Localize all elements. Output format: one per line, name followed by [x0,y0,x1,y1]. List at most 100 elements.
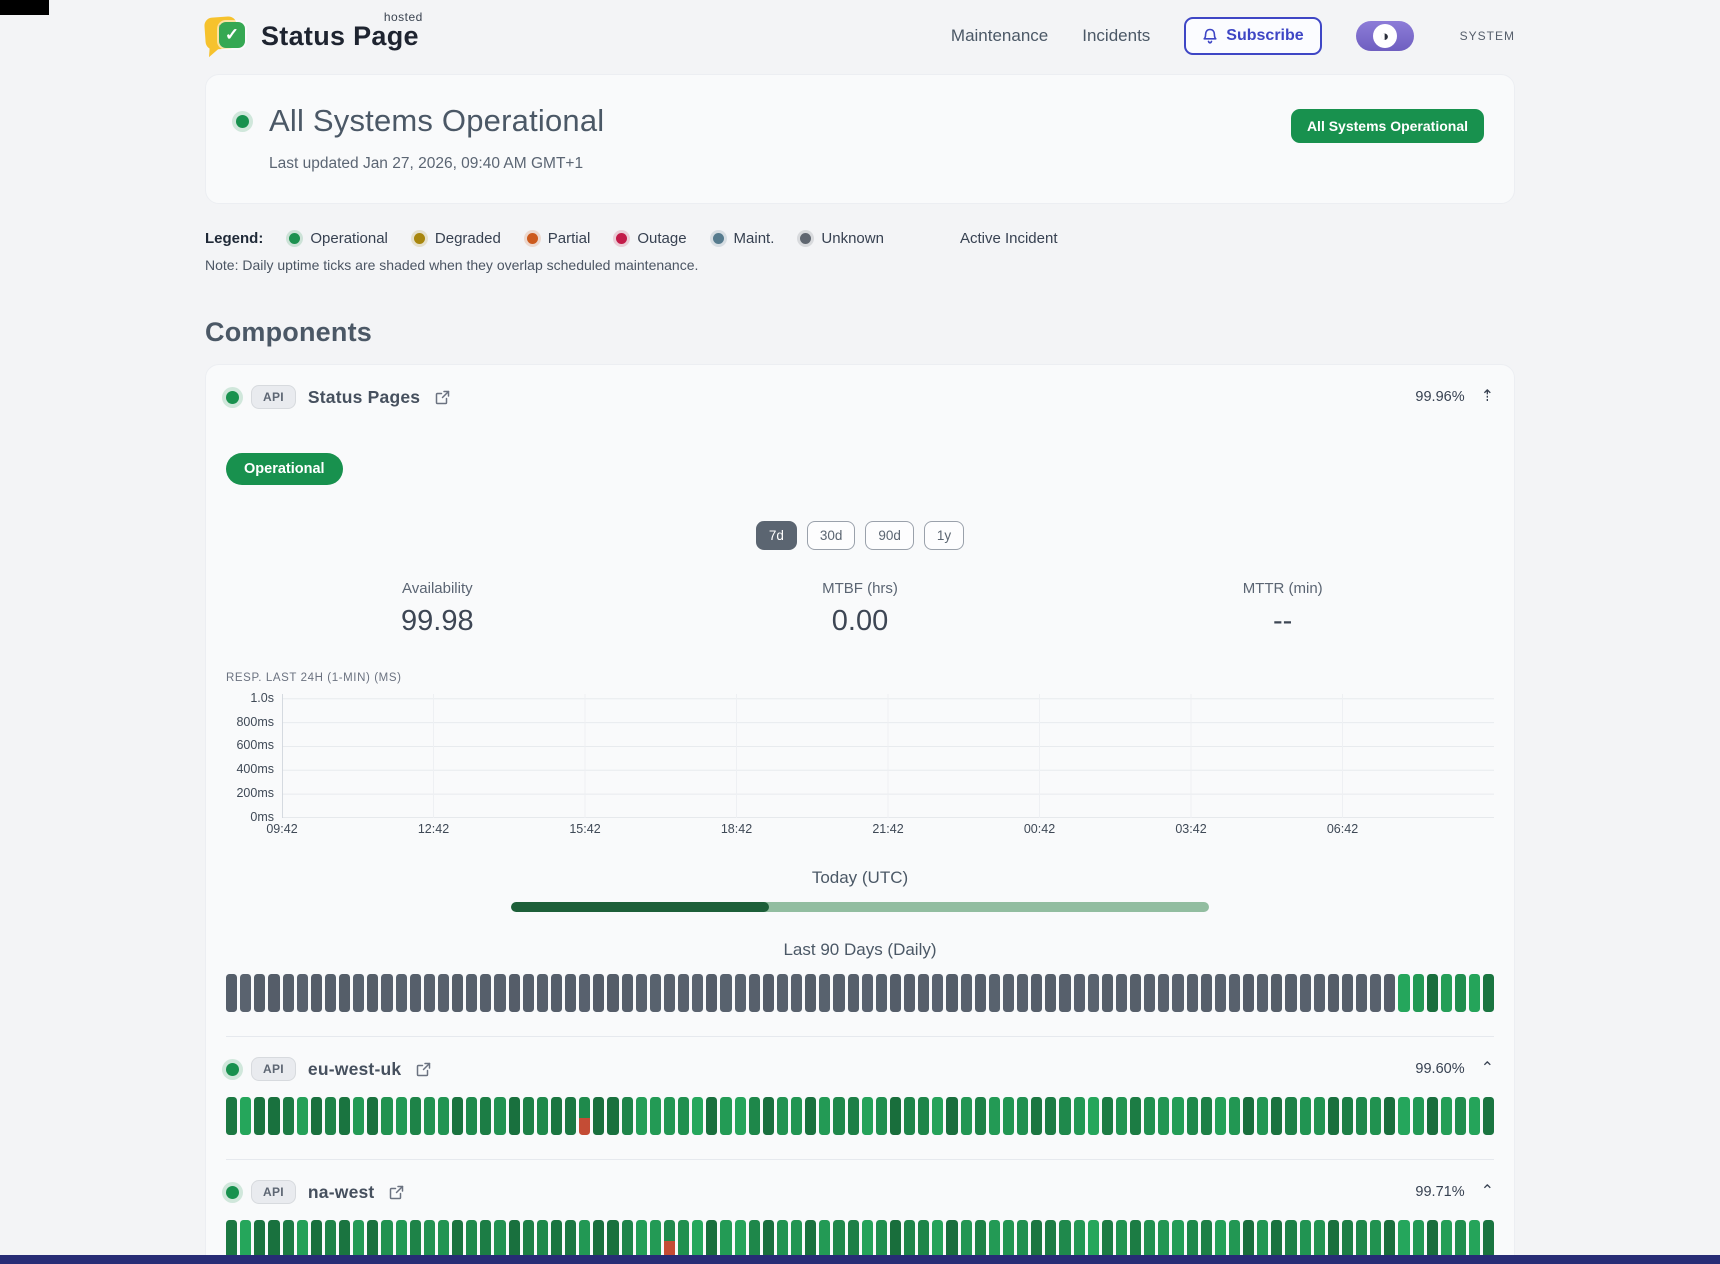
range-button-30d[interactable]: 30d [806,521,856,550]
uptime-tick-unknown[interactable] [621,974,633,1012]
uptime-tick-operational[interactable] [452,1097,464,1135]
uptime-tick-operational[interactable] [1412,1097,1424,1135]
uptime-tick-unknown[interactable] [381,974,393,1012]
uptime-tick-operational[interactable] [1130,1097,1142,1135]
uptime-tick-operational[interactable] [748,1097,760,1135]
uptime-tick-unknown[interactable] [988,974,1000,1012]
uptime-tick-unknown[interactable] [1243,974,1255,1012]
uptime-tick-operational[interactable] [494,1220,506,1258]
uptime-tick-operational[interactable] [1214,1220,1226,1258]
uptime-tick-unknown[interactable] [861,974,873,1012]
uptime-tick-operational[interactable] [466,1097,478,1135]
uptime-tick-operational[interactable] [776,1097,788,1135]
uptime-tick-unknown[interactable] [678,974,690,1012]
uptime-tick-unknown[interactable] [819,974,831,1012]
uptime-tick-unknown[interactable] [480,974,492,1012]
uptime-tick-operational[interactable] [1031,1097,1043,1135]
uptime-tick-operational[interactable] [1356,1097,1368,1135]
uptime-tick-operational[interactable] [1454,1097,1466,1135]
uptime-tick-operational[interactable] [649,1220,661,1258]
uptime-tick-unknown[interactable] [918,974,930,1012]
uptime-tick-operational[interactable] [240,1220,252,1258]
uptime-tick-operational[interactable] [1313,1097,1325,1135]
uptime-tick-unknown[interactable] [748,974,760,1012]
uptime-tick-operational[interactable] [1017,1220,1029,1258]
uptime-tick-operational[interactable] [1101,1097,1113,1135]
uptime-tick-operational[interactable] [1440,974,1452,1012]
uptime-tick-operational[interactable] [1144,1220,1156,1258]
uptime-tick-unknown[interactable] [692,974,704,1012]
uptime-tick-unknown[interactable] [649,974,661,1012]
uptime-tick-unknown[interactable] [1313,974,1325,1012]
uptime-tick-unknown[interactable] [635,974,647,1012]
uptime-tick-operational[interactable] [268,1220,280,1258]
uptime-tick-partial[interactable] [579,1097,591,1135]
uptime-tick-operational[interactable] [1384,1097,1396,1135]
uptime-tick-unknown[interactable] [1002,974,1014,1012]
uptime-tick-operational[interactable] [692,1097,704,1135]
uptime-tick-unknown[interactable] [1158,974,1170,1012]
uptime-tick-unknown[interactable] [847,974,859,1012]
uptime-tick-operational[interactable] [960,1097,972,1135]
uptime-tick-operational[interactable] [579,1220,591,1258]
uptime-tick-operational[interactable] [353,1220,365,1258]
uptime-tick-operational[interactable] [423,1097,435,1135]
nav-maintenance[interactable]: Maintenance [950,26,1049,45]
uptime-tick-operational[interactable] [762,1097,774,1135]
uptime-tick-unknown[interactable] [310,974,322,1012]
uptime-tick-operational[interactable] [409,1220,421,1258]
external-link-icon[interactable] [434,389,451,406]
uptime-tick-unknown[interactable] [762,974,774,1012]
uptime-tick-operational[interactable] [1228,1097,1240,1135]
uptime-tick-operational[interactable] [748,1220,760,1258]
uptime-tick-unknown[interactable] [1144,974,1156,1012]
uptime-tick-operational[interactable] [819,1097,831,1135]
uptime-tick-operational[interactable] [1059,1097,1071,1135]
uptime-tick-unknown[interactable] [776,974,788,1012]
uptime-tick-operational[interactable] [988,1097,1000,1135]
uptime-tick-unknown[interactable] [805,974,817,1012]
uptime-tick-unknown[interactable] [282,974,294,1012]
range-button-7d[interactable]: 7d [755,521,797,550]
uptime-tick-operational[interactable] [1186,1097,1198,1135]
uptime-tick-operational[interactable] [1483,1220,1495,1258]
uptime-tick-operational[interactable] [776,1220,788,1258]
uptime-tick-operational[interactable] [1130,1220,1142,1258]
uptime-tick-operational[interactable] [649,1097,661,1135]
uptime-tick-operational[interactable] [1398,1220,1410,1258]
uptime-tick-unknown[interactable] [522,974,534,1012]
uptime-tick-operational[interactable] [508,1220,520,1258]
expand-chevron-icon[interactable]: ⌃ [1480,1183,1494,1200]
uptime-tick-unknown[interactable] [1299,974,1311,1012]
uptime-tick-operational[interactable] [1186,1220,1198,1258]
uptime-tick-operational[interactable] [324,1097,336,1135]
uptime-tick-operational[interactable] [593,1097,605,1135]
uptime-tick-operational[interactable] [861,1220,873,1258]
uptime-tick-operational[interactable] [861,1097,873,1135]
uptime-tick-operational[interactable] [1341,1220,1353,1258]
uptime-tick-unknown[interactable] [1370,974,1382,1012]
uptime-tick-operational[interactable] [889,1220,901,1258]
uptime-tick-operational[interactable] [550,1220,562,1258]
uptime-tick-operational[interactable] [819,1220,831,1258]
uptime-tick-operational[interactable] [1483,974,1495,1012]
uptime-tick-operational[interactable] [310,1220,322,1258]
uptime-tick-unknown[interactable] [1228,974,1240,1012]
uptime-tick-unknown[interactable] [508,974,520,1012]
uptime-tick-unknown[interactable] [1257,974,1269,1012]
uptime-tick-unknown[interactable] [833,974,845,1012]
uptime-tick-operational[interactable] [1398,974,1410,1012]
uptime-tick-unknown[interactable] [1341,974,1353,1012]
uptime-tick-operational[interactable] [452,1220,464,1258]
expand-chevron-icon[interactable]: ⌃ [1480,1060,1494,1077]
uptime-tick-operational[interactable] [282,1220,294,1258]
uptime-tick-unknown[interactable] [437,974,449,1012]
uptime-tick-operational[interactable] [1313,1220,1325,1258]
uptime-tick-operational[interactable] [932,1097,944,1135]
uptime-tick-unknown[interactable] [1327,974,1339,1012]
uptime-tick-operational[interactable] [565,1097,577,1135]
uptime-tick-operational[interactable] [508,1097,520,1135]
uptime-tick-unknown[interactable] [1285,974,1297,1012]
uptime-tick-operational[interactable] [974,1097,986,1135]
uptime-tick-operational[interactable] [522,1220,534,1258]
